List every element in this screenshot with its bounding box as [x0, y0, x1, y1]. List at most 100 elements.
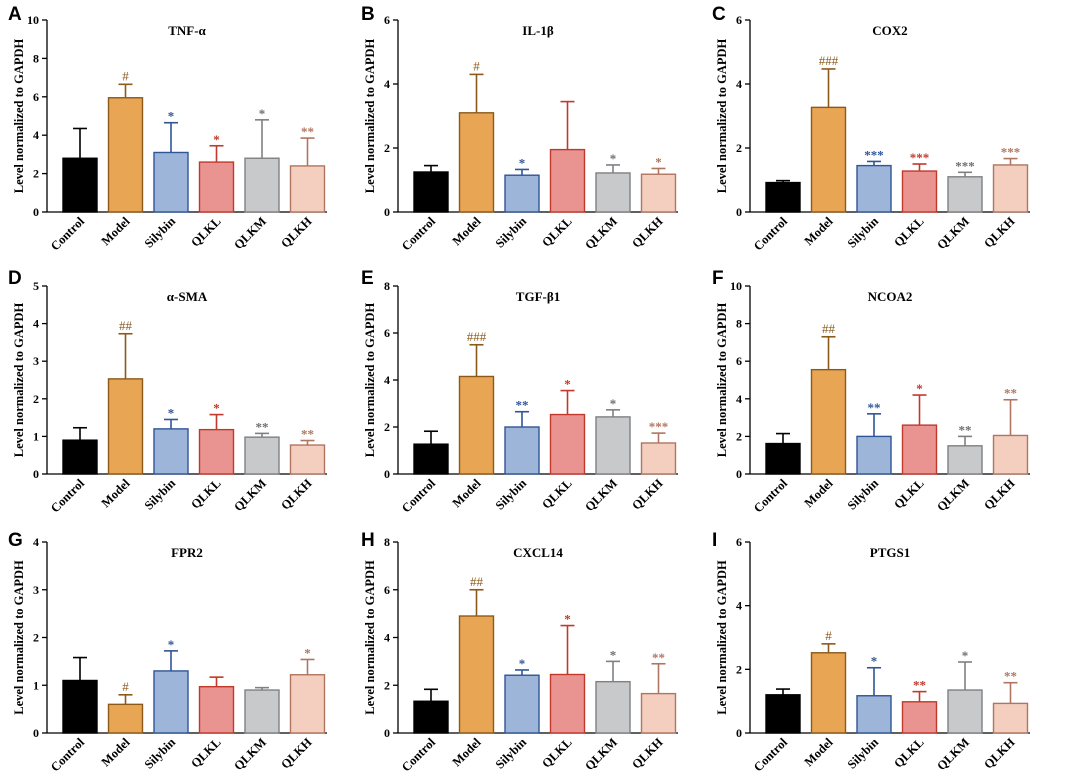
y-tick-label: 4 — [33, 317, 39, 331]
bar-model — [107, 378, 144, 475]
x-tick-label: Silybin — [142, 735, 178, 771]
y-tick-label: 3 — [33, 354, 39, 368]
significance-label: ** — [652, 650, 665, 665]
significance-label: ** — [301, 124, 314, 139]
significance-label: * — [519, 155, 526, 170]
significance-label: ** — [1004, 386, 1017, 401]
significance-label: * — [916, 381, 923, 396]
x-tick-label: Silybin — [493, 735, 529, 771]
bar-qlkl — [901, 170, 938, 213]
y-tick-label: 4 — [33, 535, 39, 549]
significance-label: ## — [822, 321, 836, 336]
x-tick-label: QLKL — [188, 735, 223, 770]
significance-label: # — [825, 628, 832, 643]
x-tick-label: QLKH — [278, 735, 315, 772]
x-tick-label: Control — [48, 214, 88, 254]
bar-qlkm — [244, 689, 280, 734]
significance-label: * — [304, 645, 311, 660]
y-axis-label: Level normalized to GAPDH — [12, 560, 26, 715]
significance-label: * — [564, 612, 571, 627]
significance-label: * — [871, 654, 878, 669]
y-tick-label: 0 — [33, 467, 39, 481]
significance-label: *** — [955, 158, 975, 173]
chart-title: FPR2 — [171, 545, 203, 560]
bar-model — [810, 368, 847, 475]
y-tick-label: 0 — [384, 726, 390, 740]
panel-letter: F — [712, 268, 724, 289]
bar-qlkl — [198, 428, 235, 475]
y-tick-label: 0 — [384, 205, 390, 219]
x-tick-label: Silybin — [493, 214, 529, 250]
significance-label: * — [213, 401, 220, 416]
y-tick-label: 2 — [736, 429, 742, 443]
x-tick-label: Model — [99, 735, 133, 769]
y-tick-label: 4 — [384, 373, 390, 387]
x-tick-label: QLKL — [891, 214, 926, 249]
bar-silybin — [856, 695, 892, 734]
x-tick-label: QLKM — [231, 214, 269, 252]
panel-letter: E — [361, 268, 374, 289]
bar-model — [810, 106, 847, 213]
y-axis-label: Level normalized to GAPDH — [715, 38, 729, 193]
significance-label: # — [122, 679, 129, 694]
y-tick-label: 8 — [736, 317, 742, 331]
x-tick-label: Model — [802, 214, 836, 248]
chart-title: TNF-α — [168, 23, 206, 38]
bar-model — [458, 615, 495, 734]
significance-label: ### — [467, 329, 487, 344]
y-axis-label: Level normalized to GAPDH — [715, 560, 729, 715]
significance-label: * — [655, 154, 662, 169]
y-tick-label: 2 — [384, 420, 390, 434]
bar-qlkl — [901, 424, 938, 475]
bar-qlkh — [289, 674, 326, 734]
significance-label: * — [168, 109, 175, 124]
x-tick-label: QLKH — [981, 476, 1018, 513]
x-tick-label: Silybin — [493, 476, 529, 512]
bar-control — [765, 181, 801, 213]
panel-letter: G — [8, 530, 23, 551]
x-tick-label: QLKH — [629, 214, 666, 251]
bar-control — [413, 700, 449, 734]
bar-qlkm — [947, 445, 983, 475]
y-tick-label: 4 — [384, 631, 390, 645]
significance-label: ### — [819, 53, 839, 68]
x-tick-label: Control — [48, 476, 88, 516]
chart-title: CXCL14 — [513, 545, 563, 560]
x-tick-label: Model — [99, 476, 133, 510]
bar-qlkl — [198, 161, 235, 213]
bar-qlkh — [289, 444, 326, 475]
x-tick-label: QLKH — [629, 735, 666, 772]
y-tick-label: 5 — [33, 279, 39, 293]
y-tick-label: 2 — [736, 662, 742, 676]
bar-qlkh — [289, 165, 326, 213]
bar-control — [62, 157, 98, 213]
bar-qlkl — [549, 673, 586, 734]
chart-title: α-SMA — [167, 289, 208, 304]
significance-label: *** — [910, 150, 930, 165]
significance-label: ** — [256, 419, 269, 434]
panel-A: A TNF-α Level normalized to GAPDH 0 2 4 6 8 10 Co… — [8, 4, 327, 253]
bar-qlkm — [595, 172, 631, 213]
y-tick-label: 0 — [736, 467, 742, 481]
y-axis-label: Level normalized to GAPDH — [363, 302, 377, 457]
bar-qlkm — [244, 157, 280, 213]
significance-label: # — [473, 58, 480, 73]
bar-control — [413, 171, 449, 213]
bar-qlkl — [901, 701, 938, 734]
y-tick-label: 2 — [384, 141, 390, 155]
significance-label: ** — [516, 398, 529, 413]
significance-label: * — [610, 396, 617, 411]
y-tick-label: 4 — [384, 77, 390, 91]
y-axis-label: Level normalized to GAPDH — [12, 38, 26, 193]
y-tick-label: 4 — [736, 599, 742, 613]
x-tick-label: Control — [399, 214, 439, 254]
panel-F: F NCOA2 Level normalized to GAPDH 0 2 4 6 8 10 Co… — [712, 268, 1030, 515]
significance-label: *** — [1001, 145, 1021, 160]
y-tick-label: 2 — [384, 678, 390, 692]
significance-label: *** — [649, 419, 669, 434]
y-tick-label: 6 — [33, 90, 39, 104]
y-tick-label: 2 — [736, 141, 742, 155]
y-tick-label: 1 — [33, 678, 39, 692]
significance-label: * — [519, 656, 526, 671]
bar-silybin — [153, 151, 189, 213]
